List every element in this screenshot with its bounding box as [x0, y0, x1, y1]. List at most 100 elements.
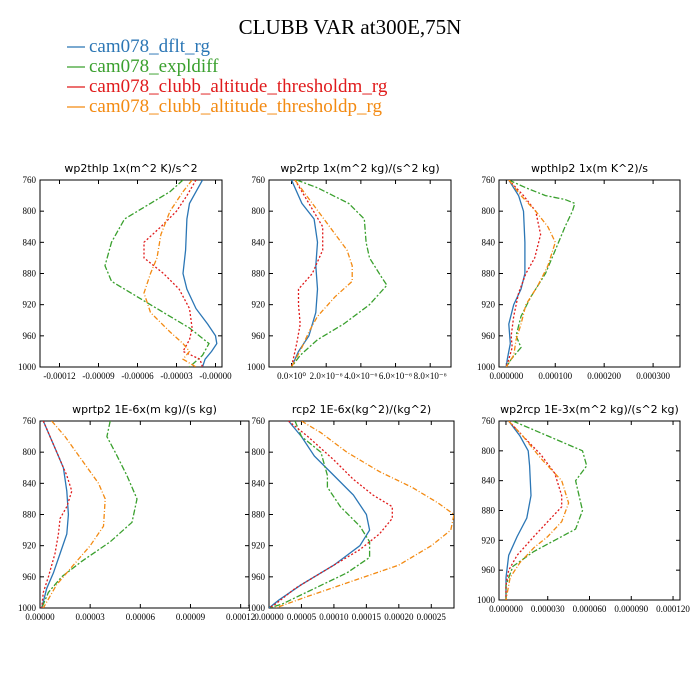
panel-title: wp2thlp 1x(m^2 K)/s^2	[64, 162, 197, 175]
x-tick-label: 0.000100	[538, 371, 572, 381]
x-tick-label: 0.00003	[76, 612, 106, 622]
x-tick-label: 0.000060	[573, 604, 607, 614]
legend-label-2: cam078_expldiff	[89, 56, 219, 77]
figure-title: CLUBB VAR at300E,75N	[239, 15, 462, 39]
y-tick-label: 880	[252, 510, 266, 520]
y-tick-label: 760	[23, 416, 37, 426]
y-tick-label: 760	[252, 175, 266, 185]
x-tick-label: -0.00012	[43, 371, 75, 381]
x-tick-label: 8.0×10⁻⁶	[414, 371, 447, 381]
x-tick-label: 0.00000	[25, 612, 55, 622]
series-line-1	[41, 421, 70, 608]
series-line-1	[505, 421, 532, 600]
x-tick-label: 0.00025	[417, 612, 447, 622]
y-tick-label: 1000	[247, 603, 266, 613]
panels: wp2thlp 1x(m^2 K)/s^2 760 800 840 880 920 960 1…	[18, 162, 690, 622]
y-tick-label: 800	[23, 447, 37, 457]
panel-title: wpthlp2 1x(m K^2)/s	[531, 162, 648, 175]
panel-6: wp2rcp 1E-3x(m^2 kg)/(s^2 kg) 760 800 840 88…	[477, 403, 690, 614]
series-line-4	[42, 421, 106, 608]
y-tick-label: 920	[23, 541, 37, 551]
series-line-4	[505, 421, 570, 600]
y-tick-label: 960	[252, 331, 266, 341]
y-tick-label: 960	[482, 565, 496, 575]
x-tick-label: 0.00010	[319, 612, 349, 622]
series-line-4	[143, 180, 197, 367]
y-tick-label: 1000	[477, 362, 496, 372]
y-tick-label: 840	[482, 237, 496, 247]
panel-title: wprtp2 1E-6x(m kg)/(s kg)	[72, 403, 217, 416]
y-tick-label: 800	[252, 447, 266, 457]
series-line-4	[290, 180, 353, 367]
series-line-1	[182, 180, 218, 367]
y-tick-label: 840	[23, 478, 37, 488]
x-tick-label: 0.00020	[384, 612, 414, 622]
x-tick-label: 0.00000	[254, 612, 284, 622]
panel-title: rcp2 1E-6x(kg^2)/(kg^2)	[292, 403, 431, 416]
y-tick-label: 960	[482, 331, 496, 341]
panel-title: wp2rcp 1E-3x(m^2 kg)/(s^2 kg)	[500, 403, 679, 416]
y-tick-label: 1000	[18, 603, 37, 613]
x-tick-label: 2.0×10⁻⁶	[310, 371, 343, 381]
x-tick-label: 0.000200	[587, 371, 621, 381]
x-tick-label: -0.00003	[160, 371, 193, 381]
panel-1: wp2thlp 1x(m^2 K)/s^2 760 800 840 880 920 960 1…	[18, 162, 232, 381]
x-tick-label: 0.000300	[636, 371, 670, 381]
y-tick-label: 880	[23, 269, 37, 279]
series-line-3	[505, 421, 563, 600]
panel-4: wprtp2 1E-6x(m kg)/(s kg) 760 800 840 880 920…	[18, 403, 255, 622]
y-tick-label: 760	[482, 175, 496, 185]
panel-5: rcp2 1E-6x(kg^2)/(kg^2) 760 800 840 880 920 96…	[247, 403, 455, 622]
panel-title: wp2rtp 1x(m^2 kg)/(s^2 kg)	[280, 162, 439, 175]
x-tick-label: 0.000000	[489, 604, 523, 614]
x-tick-label: 0.00005	[287, 612, 317, 622]
y-tick-label: 880	[252, 269, 266, 279]
legend: cam078_dflt_rgcam078_expldiffcam078_club…	[67, 36, 388, 117]
x-tick-label: 4.0×10⁻⁶	[344, 371, 377, 381]
x-tick-label: 0.00006	[126, 612, 156, 622]
y-tick-label: 1000	[247, 362, 266, 372]
y-tick-label: 840	[252, 478, 266, 488]
x-tick-label: 0.000030	[531, 604, 565, 614]
x-tick-label: -0.00006	[121, 371, 154, 381]
series-line-2	[41, 421, 138, 608]
y-tick-label: 920	[252, 300, 266, 310]
legend-label-1: cam078_dflt_rg	[89, 36, 211, 57]
series-line-1	[505, 180, 526, 367]
series-line-2	[505, 421, 588, 600]
y-tick-label: 960	[23, 331, 37, 341]
legend-label-4: cam078_clubb_altitude_thresholdp_rg	[89, 96, 383, 117]
y-tick-label: 760	[23, 175, 37, 185]
y-tick-label: 800	[23, 206, 37, 216]
series-line-2	[505, 180, 576, 367]
legend-label-3: cam078_clubb_altitude_thresholdm_rg	[89, 76, 388, 97]
y-tick-label: 840	[252, 237, 266, 247]
x-tick-label: 0.000120	[656, 604, 690, 614]
y-tick-label: 920	[482, 300, 496, 310]
y-tick-label: 960	[252, 572, 266, 582]
series-line-3	[41, 421, 73, 608]
x-tick-label: 0.00009	[176, 612, 206, 622]
y-tick-label: 920	[23, 300, 37, 310]
y-tick-label: 880	[482, 269, 496, 279]
x-tick-label: -0.00000	[199, 371, 232, 381]
series-line-1	[290, 180, 319, 367]
y-tick-label: 840	[482, 476, 496, 486]
series-line-2	[290, 180, 388, 367]
x-tick-label: 6.0×10⁻⁶	[379, 371, 412, 381]
panel-2: wp2rtp 1x(m^2 kg)/(s^2 kg) 760 800 840 880 92…	[247, 162, 452, 381]
x-tick-label: 0.000000	[489, 371, 523, 381]
x-tick-label: 0.0×10⁰	[277, 371, 306, 381]
y-tick-label: 880	[482, 506, 496, 516]
y-tick-label: 840	[23, 237, 37, 247]
y-tick-label: 920	[482, 535, 496, 545]
series-line-2	[104, 180, 210, 367]
series-line-3	[290, 180, 324, 367]
y-tick-label: 1000	[477, 595, 496, 605]
panel-3: wpthlp2 1x(m K^2)/s 760 800 840 880 920 960 100…	[477, 162, 681, 381]
y-tick-label: 800	[252, 206, 266, 216]
x-tick-label: -0.00009	[82, 371, 115, 381]
y-tick-label: 880	[23, 510, 37, 520]
